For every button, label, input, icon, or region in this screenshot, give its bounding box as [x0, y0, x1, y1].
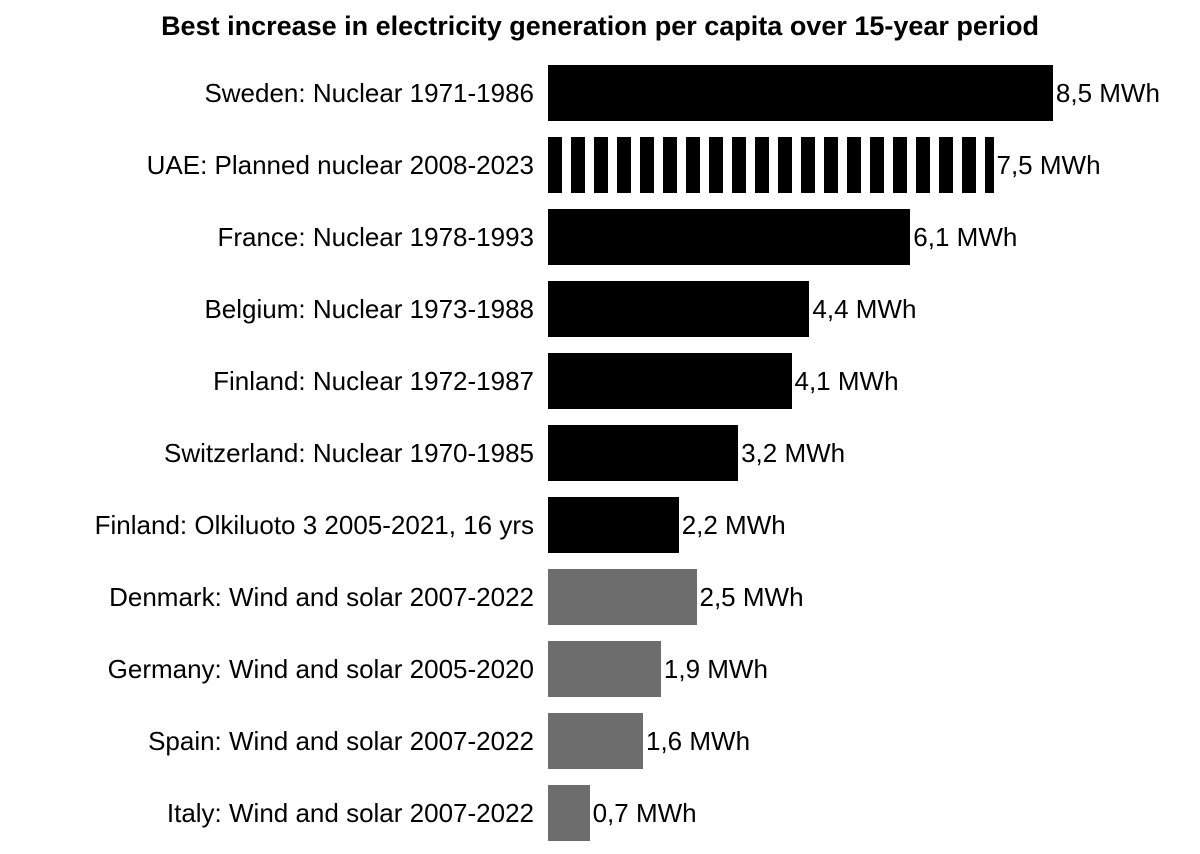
- value-label: 4,4 MWh: [812, 294, 917, 324]
- bar-row: Belgium: Nuclear 1973-1988 4,4 MWh: [0, 273, 1200, 345]
- category-label: Finland: Nuclear 1972-1987: [213, 366, 534, 396]
- category-label: Germany: Wind and solar 2005-2020: [107, 654, 534, 684]
- bar-row: Italy: Wind and solar 2007-2022 0,7 MWh: [0, 777, 1200, 849]
- bar-area: 1,9 MWh: [548, 633, 1200, 705]
- value-label: 6,1 MWh: [913, 222, 1018, 252]
- bar: [548, 569, 697, 625]
- chart-title: Best increase in electricity generation …: [161, 11, 1039, 41]
- value-label: 1,6 MWh: [646, 726, 751, 756]
- category-label: Spain: Wind and solar 2007-2022: [148, 726, 534, 756]
- category-label: Finland: Olkiluoto 3 2005-2021, 16 yrs: [94, 510, 534, 540]
- bar-row: France: Nuclear 1978-1993 6,1 MWh: [0, 201, 1200, 273]
- bar-row: Finland: Nuclear 1972-1987 4,1 MWh: [0, 345, 1200, 417]
- value-label: 8,5 MWh: [1055, 78, 1160, 108]
- bar-row: Switzerland: Nuclear 1970-1985 3,2 MWh: [0, 417, 1200, 489]
- bar-area: 3,2 MWh: [548, 417, 1200, 489]
- bar: [548, 65, 1053, 121]
- bar-area: 6,1 MWh: [548, 201, 1200, 273]
- value-label: 0,7 MWh: [592, 798, 697, 828]
- value-label: 4,1 MWh: [794, 366, 899, 396]
- bar: [548, 785, 590, 841]
- bar-area: 2,2 MWh: [548, 489, 1200, 561]
- bar-area: 7,5 MWh: [548, 129, 1200, 201]
- bar-row: Denmark: Wind and solar 2007-2022 2,5 MW…: [0, 561, 1200, 633]
- category-label: UAE: Planned nuclear 2008-2023: [146, 150, 534, 180]
- value-label: 3,2 MWh: [741, 438, 846, 468]
- bar: [548, 425, 739, 481]
- bar: [548, 281, 810, 337]
- bar-area: 1,6 MWh: [548, 705, 1200, 777]
- chart-rows: Sweden: Nuclear 1971-1986 8,5 MWh UAE: P…: [0, 57, 1200, 849]
- bar: [548, 353, 792, 409]
- bar-row: Finland: Olkiluoto 3 2005-2021, 16 yrs 2…: [0, 489, 1200, 561]
- bar-row: Spain: Wind and solar 2007-2022 1,6 MWh: [0, 705, 1200, 777]
- bar-area: 2,5 MWh: [548, 561, 1200, 633]
- bar-row: Germany: Wind and solar 2005-2020 1,9 MW…: [0, 633, 1200, 705]
- category-label: Belgium: Nuclear 1973-1988: [204, 294, 534, 324]
- bar-area: 8,5 MWh: [548, 57, 1200, 129]
- bar-area: 4,4 MWh: [548, 273, 1200, 345]
- value-label: 1,9 MWh: [663, 654, 768, 684]
- bar-area: 4,1 MWh: [548, 345, 1200, 417]
- bar: [548, 497, 679, 553]
- category-label: France: Nuclear 1978-1993: [217, 222, 534, 252]
- category-label: Sweden: Nuclear 1971-1986: [204, 78, 534, 108]
- value-label: 7,5 MWh: [996, 150, 1101, 180]
- bar-row: UAE: Planned nuclear 2008-2023 7,5 MWh: [0, 129, 1200, 201]
- category-label: Denmark: Wind and solar 2007-2022: [109, 582, 534, 612]
- value-label: 2,5 MWh: [699, 582, 804, 612]
- bar: [548, 713, 643, 769]
- value-label: 2,2 MWh: [681, 510, 786, 540]
- bar-area: 0,7 MWh: [548, 777, 1200, 849]
- bar-row: Sweden: Nuclear 1971-1986 8,5 MWh: [0, 57, 1200, 129]
- bar: [548, 137, 994, 193]
- bar: [548, 641, 661, 697]
- category-label: Switzerland: Nuclear 1970-1985: [164, 438, 534, 468]
- bar: [548, 209, 911, 265]
- category-label: Italy: Wind and solar 2007-2022: [166, 798, 534, 828]
